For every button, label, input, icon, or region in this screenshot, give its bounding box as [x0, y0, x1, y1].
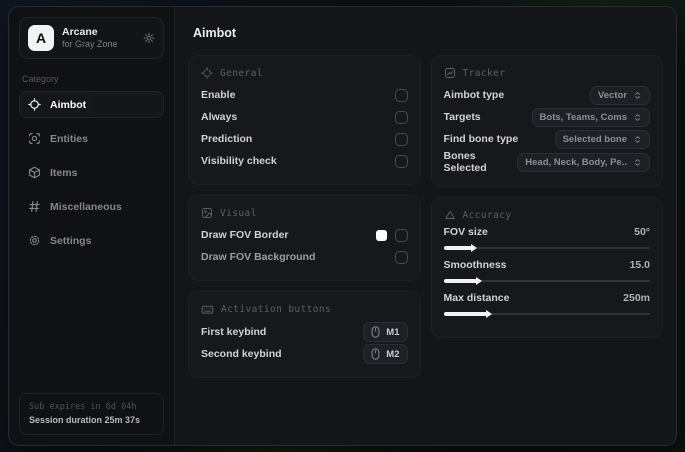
always-checkbox[interactable]: [394, 110, 408, 124]
setting-row-targets: Targets Bots, Teams, Coms: [444, 106, 650, 128]
chevrons-up-down-icon: [633, 158, 642, 167]
aimbot-type-select[interactable]: Vector: [589, 85, 650, 105]
tracker-card: Tracker Aimbot type Vector: [430, 55, 663, 187]
card-title: Tracker: [462, 67, 506, 79]
fov-size-value: 50°: [634, 226, 650, 238]
setting-row-find-bone-type: Find bone type Selected bone: [444, 128, 650, 150]
main-panel: Aimbot General Enable: [175, 7, 676, 445]
setting-row-aimbot-type: Aimbot type Vector: [444, 84, 650, 106]
enable-checkbox[interactable]: [394, 88, 408, 102]
brand-card: A Arcane for Gray Zone: [19, 17, 164, 59]
activation-card: Activation buttons First keybind M1: [188, 291, 421, 378]
max-distance-slider[interactable]: [443, 312, 650, 316]
sidebar-item-settings[interactable]: Settings: [19, 227, 164, 254]
brand-logo: A: [28, 25, 54, 51]
crosshair-dashed-icon: [201, 67, 213, 79]
sidebar-item-label: Aimbot: [50, 98, 87, 111]
setting-row-bones-selected: Bones Selected Head, Neck, Body, Pe..: [444, 150, 650, 174]
page-title: Aimbot: [193, 26, 237, 40]
sidebar-item-items[interactable]: Items: [19, 159, 164, 186]
settings-gear-icon: [28, 234, 41, 247]
setting-row-first-keybind: First keybind M1: [201, 321, 408, 343]
sidebar-item-label: Entities: [50, 132, 88, 145]
setting-row-always: Always: [201, 106, 408, 128]
setting-row-draw-fov-background: Draw FOV Background: [201, 246, 408, 268]
session-duration: Session duration 25m 37s: [29, 414, 141, 425]
bones-selected-select[interactable]: Head, Neck, Body, Pe..: [517, 152, 650, 172]
draw-fov-background-checkbox[interactable]: [394, 250, 408, 264]
find-bone-type-select[interactable]: Selected bone: [554, 129, 650, 149]
sidebar-item-label: Items: [50, 166, 78, 179]
sidebar-item-label: Miscellaneous: [50, 200, 122, 213]
second-keybind-button[interactable]: M2: [363, 344, 408, 364]
setting-row-draw-fov-border: Draw FOV Border: [201, 224, 408, 246]
crosshair-icon: [28, 98, 41, 111]
ghost-highlight: [89, 94, 161, 115]
keyboard-icon: [201, 303, 214, 316]
sidebar-item-entities[interactable]: Entities: [19, 125, 164, 152]
smoothness-value: 15.0: [629, 259, 650, 271]
chevrons-up-down-icon: [633, 135, 642, 144]
general-card: General Enable Always Prediction: [188, 55, 421, 185]
card-title: Visual: [220, 207, 257, 219]
max-distance-slider-block: Max distance 250m: [443, 292, 650, 316]
package-icon: [28, 166, 41, 179]
setting-row-enable: Enable: [201, 84, 408, 106]
subscription-expiry: Sub expires in 6d 04h: [29, 401, 137, 412]
session-card: Sub expires in 6d 04h Session duration 2…: [19, 392, 164, 435]
max-distance-value: 250m: [623, 292, 650, 304]
sidebar-item-aimbot[interactable]: Aimbot: [19, 91, 164, 118]
sidebar-item-miscellaneous[interactable]: Miscellaneous: [19, 193, 164, 220]
gear-icon[interactable]: [143, 32, 155, 44]
fov-border-color-swatch[interactable]: [375, 229, 387, 241]
triangle-icon: [444, 209, 456, 221]
grid-hash-icon: [28, 200, 41, 213]
draw-fov-border-checkbox[interactable]: [394, 228, 408, 242]
card-title: Accuracy: [462, 209, 512, 221]
category-label: Category: [22, 74, 59, 84]
sidebar: A Arcane for Gray Zone Category Aimbot: [9, 7, 175, 445]
fov-size-slider[interactable]: [443, 246, 650, 250]
targets-select[interactable]: Bots, Teams, Coms: [531, 107, 650, 127]
setting-row-prediction: Prediction: [201, 128, 408, 150]
image-icon: [201, 207, 213, 219]
accuracy-card: Accuracy FOV size 50° Smoothness: [430, 197, 663, 338]
sidebar-item-label: Settings: [50, 234, 92, 247]
fov-size-slider-block: FOV size 50°: [443, 226, 650, 250]
card-title: General: [220, 67, 263, 79]
chevrons-up-down-icon: [633, 113, 642, 122]
visual-card: Visual Draw FOV Border Draw FOV Backgrou…: [188, 195, 421, 281]
card-title: Activation buttons: [221, 304, 332, 315]
mouse-icon: [371, 348, 380, 360]
cheat-menu-window: A Arcane for Gray Zone Category Aimbot: [8, 6, 677, 446]
setting-row-second-keybind: Second keybind M2: [201, 343, 408, 365]
smoothness-slider-block: Smoothness 15.0: [443, 259, 650, 283]
entities-icon: [28, 132, 41, 145]
setting-row-visibility-check: Visibility check: [201, 150, 408, 172]
smoothness-slider[interactable]: [443, 279, 650, 283]
route-icon: [444, 67, 456, 79]
prediction-checkbox[interactable]: [394, 132, 408, 146]
brand-subtitle: for Gray Zone: [62, 38, 118, 49]
mouse-icon: [371, 326, 380, 338]
brand-name: Arcane: [62, 25, 98, 38]
first-keybind-button[interactable]: M1: [363, 322, 408, 342]
visibility-check-checkbox[interactable]: [394, 154, 408, 168]
chevrons-up-down-icon: [633, 91, 642, 100]
